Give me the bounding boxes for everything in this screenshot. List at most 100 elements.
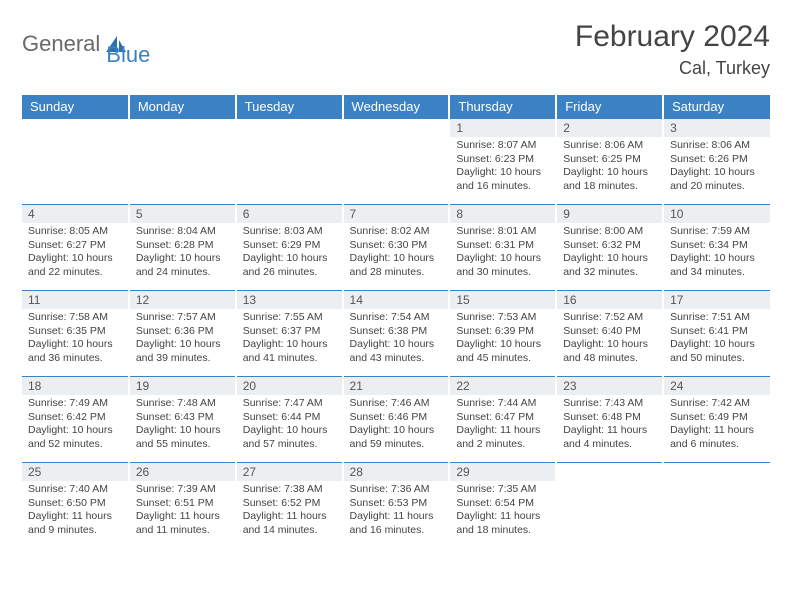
calendar-header-row: SundayMondayTuesdayWednesdayThursdayFrid… xyxy=(22,95,770,119)
calendar-day-cell: 17Sunrise: 7:51 AMSunset: 6:41 PMDayligh… xyxy=(663,291,770,377)
day-number: 10 xyxy=(664,205,770,223)
brand-logo: General Blue xyxy=(22,20,150,68)
day-number: 11 xyxy=(22,291,128,309)
day-details: Sunrise: 8:01 AMSunset: 6:31 PMDaylight:… xyxy=(450,223,555,284)
calendar-day-cell: 2Sunrise: 8:06 AMSunset: 6:25 PMDaylight… xyxy=(556,119,663,205)
brand-word-1: General xyxy=(22,31,100,57)
day-details: Sunrise: 8:05 AMSunset: 6:27 PMDaylight:… xyxy=(22,223,128,284)
calendar-day-cell: 27Sunrise: 7:38 AMSunset: 6:52 PMDayligh… xyxy=(236,463,343,549)
day-details: Sunrise: 7:47 AMSunset: 6:44 PMDaylight:… xyxy=(237,395,342,456)
day-number: 27 xyxy=(237,463,342,481)
day-number: 21 xyxy=(344,377,449,395)
calendar-day-cell: 1Sunrise: 8:07 AMSunset: 6:23 PMDaylight… xyxy=(449,119,556,205)
calendar-day-cell: 13Sunrise: 7:55 AMSunset: 6:37 PMDayligh… xyxy=(236,291,343,377)
day-details: Sunrise: 8:00 AMSunset: 6:32 PMDaylight:… xyxy=(557,223,662,284)
day-details: Sunrise: 7:51 AMSunset: 6:41 PMDaylight:… xyxy=(664,309,770,370)
calendar-day-cell: 25Sunrise: 7:40 AMSunset: 6:50 PMDayligh… xyxy=(22,463,129,549)
day-header: Friday xyxy=(556,95,663,119)
day-number: 13 xyxy=(237,291,342,309)
day-number: 14 xyxy=(344,291,449,309)
day-number: 5 xyxy=(130,205,235,223)
day-number: 20 xyxy=(237,377,342,395)
header: General Blue February 2024 Cal, Turkey xyxy=(22,20,770,79)
day-number: 8 xyxy=(450,205,555,223)
calendar-day-cell: 7Sunrise: 8:02 AMSunset: 6:30 PMDaylight… xyxy=(343,205,450,291)
day-details: Sunrise: 7:46 AMSunset: 6:46 PMDaylight:… xyxy=(344,395,449,456)
calendar-day-cell: 16Sunrise: 7:52 AMSunset: 6:40 PMDayligh… xyxy=(556,291,663,377)
day-details: Sunrise: 8:07 AMSunset: 6:23 PMDaylight:… xyxy=(450,137,555,198)
day-number: 4 xyxy=(22,205,128,223)
calendar-day-cell: 29Sunrise: 7:35 AMSunset: 6:54 PMDayligh… xyxy=(449,463,556,549)
day-details: Sunrise: 8:02 AMSunset: 6:30 PMDaylight:… xyxy=(344,223,449,284)
calendar-day-cell: 26Sunrise: 7:39 AMSunset: 6:51 PMDayligh… xyxy=(129,463,236,549)
calendar-week-row: 11Sunrise: 7:58 AMSunset: 6:35 PMDayligh… xyxy=(22,291,770,377)
calendar-day-cell: 12Sunrise: 7:57 AMSunset: 6:36 PMDayligh… xyxy=(129,291,236,377)
day-header: Monday xyxy=(129,95,236,119)
calendar-day-cell: 11Sunrise: 7:58 AMSunset: 6:35 PMDayligh… xyxy=(22,291,129,377)
day-details: Sunrise: 7:44 AMSunset: 6:47 PMDaylight:… xyxy=(450,395,555,456)
calendar-day-cell: 23Sunrise: 7:43 AMSunset: 6:48 PMDayligh… xyxy=(556,377,663,463)
brand-word-2: Blue xyxy=(106,42,150,68)
day-number: 22 xyxy=(450,377,555,395)
day-details: Sunrise: 7:40 AMSunset: 6:50 PMDaylight:… xyxy=(22,481,128,542)
day-details: Sunrise: 7:55 AMSunset: 6:37 PMDaylight:… xyxy=(237,309,342,370)
day-number: 18 xyxy=(22,377,128,395)
day-details: Sunrise: 8:04 AMSunset: 6:28 PMDaylight:… xyxy=(130,223,235,284)
calendar-week-row: 4Sunrise: 8:05 AMSunset: 6:27 PMDaylight… xyxy=(22,205,770,291)
calendar-day-cell: .. xyxy=(129,119,236,205)
calendar-table: SundayMondayTuesdayWednesdayThursdayFrid… xyxy=(22,95,770,549)
day-details: Sunrise: 7:53 AMSunset: 6:39 PMDaylight:… xyxy=(450,309,555,370)
calendar-week-row: 18Sunrise: 7:49 AMSunset: 6:42 PMDayligh… xyxy=(22,377,770,463)
month-title: February 2024 xyxy=(575,20,770,54)
calendar-day-cell: 24Sunrise: 7:42 AMSunset: 6:49 PMDayligh… xyxy=(663,377,770,463)
day-header: Wednesday xyxy=(343,95,450,119)
day-number: 17 xyxy=(664,291,770,309)
day-details: Sunrise: 8:06 AMSunset: 6:25 PMDaylight:… xyxy=(557,137,662,198)
day-number: 3 xyxy=(664,119,770,137)
calendar-day-cell: 22Sunrise: 7:44 AMSunset: 6:47 PMDayligh… xyxy=(449,377,556,463)
day-number: 2 xyxy=(557,119,662,137)
calendar-day-cell: 28Sunrise: 7:36 AMSunset: 6:53 PMDayligh… xyxy=(343,463,450,549)
day-number: 6 xyxy=(237,205,342,223)
day-details: Sunrise: 8:06 AMSunset: 6:26 PMDaylight:… xyxy=(664,137,770,198)
calendar-day-cell: .. xyxy=(556,463,663,549)
calendar-day-cell: 9Sunrise: 8:00 AMSunset: 6:32 PMDaylight… xyxy=(556,205,663,291)
calendar-day-cell: 21Sunrise: 7:46 AMSunset: 6:46 PMDayligh… xyxy=(343,377,450,463)
day-details: Sunrise: 7:57 AMSunset: 6:36 PMDaylight:… xyxy=(130,309,235,370)
calendar-day-cell: 18Sunrise: 7:49 AMSunset: 6:42 PMDayligh… xyxy=(22,377,129,463)
calendar-day-cell: 19Sunrise: 7:48 AMSunset: 6:43 PMDayligh… xyxy=(129,377,236,463)
day-details: Sunrise: 7:43 AMSunset: 6:48 PMDaylight:… xyxy=(557,395,662,456)
calendar-day-cell: .. xyxy=(236,119,343,205)
calendar-day-cell: 8Sunrise: 8:01 AMSunset: 6:31 PMDaylight… xyxy=(449,205,556,291)
day-number: 12 xyxy=(130,291,235,309)
calendar-day-cell: 14Sunrise: 7:54 AMSunset: 6:38 PMDayligh… xyxy=(343,291,450,377)
calendar-day-cell: 3Sunrise: 8:06 AMSunset: 6:26 PMDaylight… xyxy=(663,119,770,205)
day-number: 19 xyxy=(130,377,235,395)
day-number: 29 xyxy=(450,463,555,481)
day-number: 1 xyxy=(450,119,555,137)
day-number: 23 xyxy=(557,377,662,395)
calendar-day-cell: 4Sunrise: 8:05 AMSunset: 6:27 PMDaylight… xyxy=(22,205,129,291)
day-details: Sunrise: 7:39 AMSunset: 6:51 PMDaylight:… xyxy=(130,481,235,542)
day-details: Sunrise: 7:36 AMSunset: 6:53 PMDaylight:… xyxy=(344,481,449,542)
day-number: 16 xyxy=(557,291,662,309)
day-details: Sunrise: 7:58 AMSunset: 6:35 PMDaylight:… xyxy=(22,309,128,370)
day-number: 26 xyxy=(130,463,235,481)
day-number: 28 xyxy=(344,463,449,481)
calendar-day-cell: 15Sunrise: 7:53 AMSunset: 6:39 PMDayligh… xyxy=(449,291,556,377)
day-details: Sunrise: 8:03 AMSunset: 6:29 PMDaylight:… xyxy=(237,223,342,284)
day-details: Sunrise: 7:54 AMSunset: 6:38 PMDaylight:… xyxy=(344,309,449,370)
day-details: Sunrise: 7:49 AMSunset: 6:42 PMDaylight:… xyxy=(22,395,128,456)
day-header: Saturday xyxy=(663,95,770,119)
day-header: Sunday xyxy=(22,95,129,119)
day-number: 7 xyxy=(344,205,449,223)
calendar-day-cell: 6Sunrise: 8:03 AMSunset: 6:29 PMDaylight… xyxy=(236,205,343,291)
title-block: February 2024 Cal, Turkey xyxy=(575,20,770,79)
day-header: Thursday xyxy=(449,95,556,119)
calendar-day-cell: 5Sunrise: 8:04 AMSunset: 6:28 PMDaylight… xyxy=(129,205,236,291)
day-header: Tuesday xyxy=(236,95,343,119)
day-number: 15 xyxy=(450,291,555,309)
day-details: Sunrise: 7:52 AMSunset: 6:40 PMDaylight:… xyxy=(557,309,662,370)
day-details: Sunrise: 7:35 AMSunset: 6:54 PMDaylight:… xyxy=(450,481,555,542)
calendar-week-row: ........1Sunrise: 8:07 AMSunset: 6:23 PM… xyxy=(22,119,770,205)
